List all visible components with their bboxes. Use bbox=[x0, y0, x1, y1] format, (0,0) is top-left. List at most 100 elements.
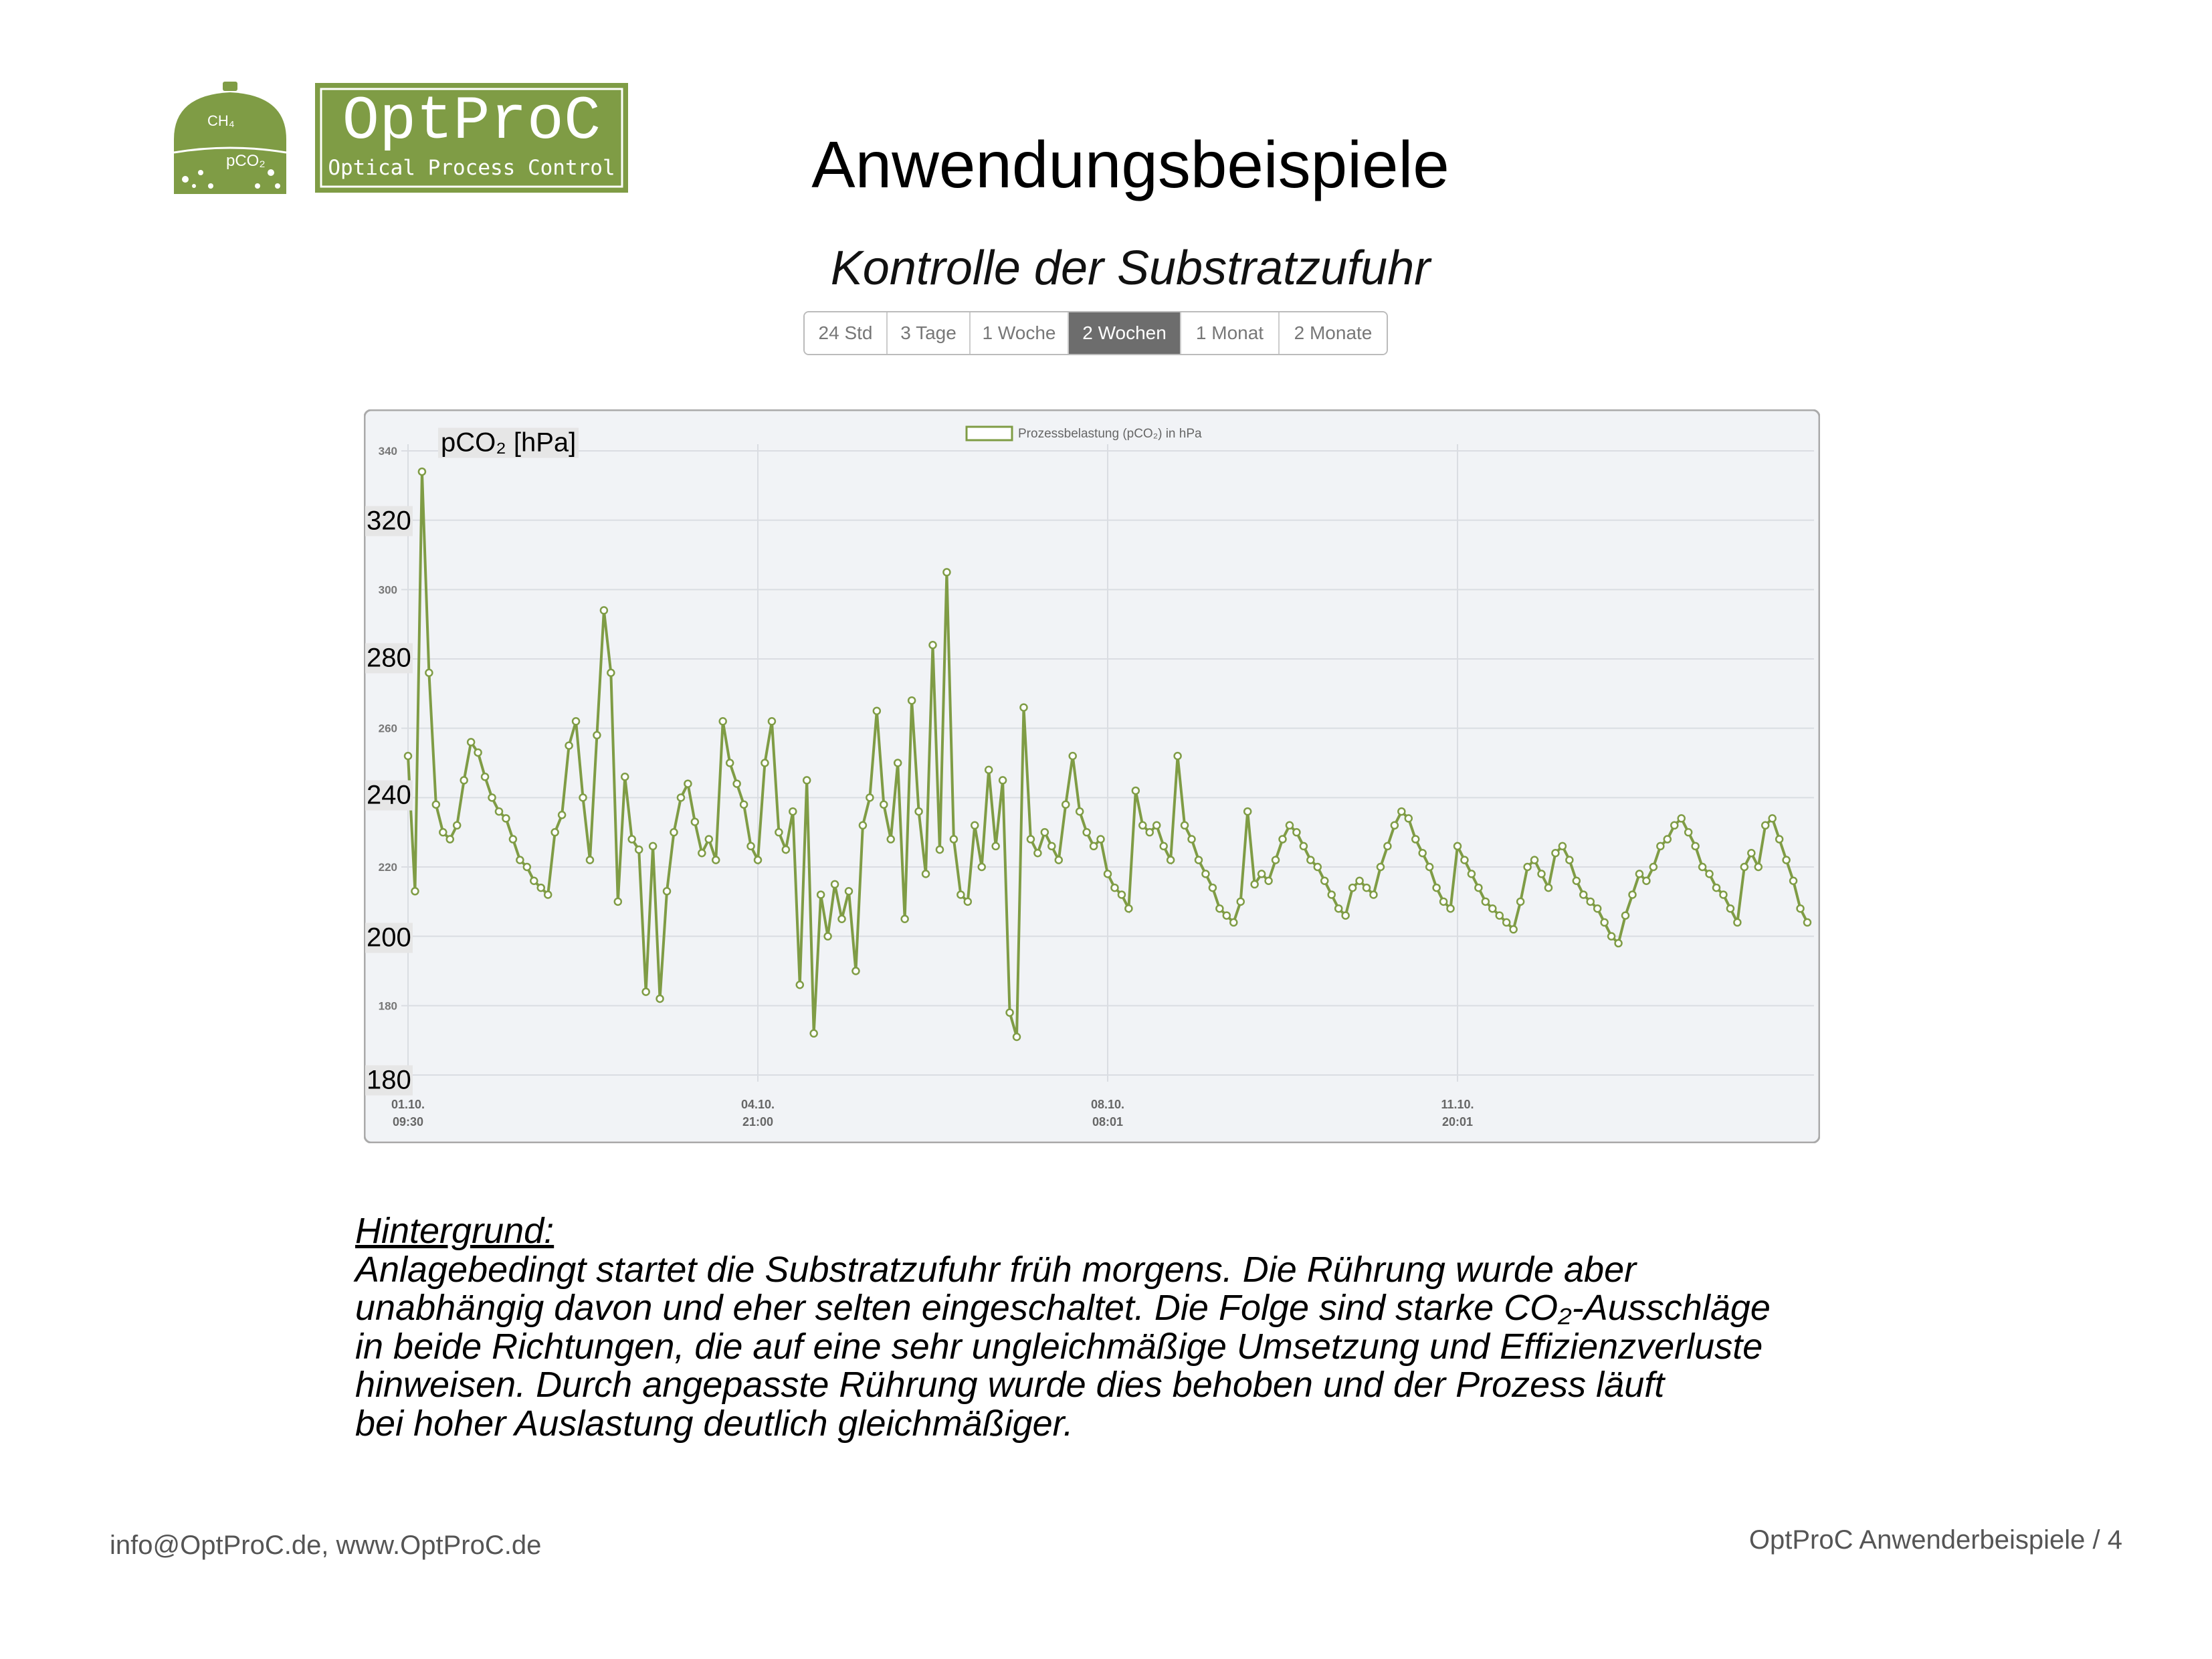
point-marker bbox=[809, 1029, 818, 1038]
point-marker bbox=[1733, 918, 1742, 927]
point-marker bbox=[1334, 904, 1343, 913]
point-marker bbox=[1446, 904, 1455, 913]
point-marker bbox=[1180, 821, 1189, 830]
point-marker bbox=[963, 897, 973, 906]
point-marker bbox=[1040, 827, 1049, 837]
point-marker bbox=[466, 738, 476, 747]
point-marker bbox=[627, 835, 636, 844]
point-marker bbox=[775, 827, 783, 837]
point-marker bbox=[789, 807, 797, 816]
point-marker bbox=[536, 883, 545, 892]
point-marker bbox=[1691, 842, 1700, 851]
point-marker bbox=[1425, 862, 1434, 872]
point-marker bbox=[474, 748, 482, 757]
point-marker bbox=[1026, 835, 1035, 844]
point-marker bbox=[880, 800, 888, 809]
range-button[interactable]: 1 Woche bbox=[971, 312, 1069, 354]
range-button[interactable]: 24 Std bbox=[805, 312, 888, 354]
point-marker bbox=[1432, 883, 1441, 892]
point-marker bbox=[935, 845, 944, 854]
point-marker bbox=[1418, 849, 1427, 858]
point-marker bbox=[1152, 821, 1161, 830]
point-marker bbox=[571, 717, 581, 726]
point-marker bbox=[1250, 880, 1259, 889]
point-marker bbox=[1117, 890, 1126, 899]
point-marker bbox=[1614, 939, 1623, 948]
point-marker bbox=[1110, 883, 1119, 892]
x-tick-label: 08.10. 08:01 bbox=[1090, 1098, 1125, 1129]
point-marker bbox=[1530, 856, 1539, 864]
logo-frame bbox=[320, 88, 623, 188]
point-marker bbox=[1229, 918, 1238, 927]
point-marker bbox=[1649, 862, 1658, 872]
point-marker bbox=[621, 772, 629, 781]
point-marker bbox=[516, 856, 524, 864]
point-marker bbox=[1033, 849, 1042, 858]
point-marker bbox=[732, 779, 741, 788]
point-marker bbox=[844, 887, 853, 896]
point-marker bbox=[1005, 1008, 1014, 1017]
logo-box bbox=[315, 83, 628, 193]
point-marker bbox=[900, 914, 909, 923]
y-tick-label: 260 bbox=[379, 722, 397, 735]
point-marker bbox=[1600, 918, 1609, 927]
point-marker bbox=[921, 870, 930, 878]
point-marker bbox=[1411, 835, 1420, 844]
range-button[interactable]: 2 Monate bbox=[1280, 312, 1387, 354]
point-marker bbox=[1012, 1032, 1021, 1042]
point-marker bbox=[1383, 842, 1392, 851]
point-marker bbox=[1061, 800, 1070, 809]
point-marker bbox=[1243, 807, 1252, 816]
point-marker bbox=[411, 887, 419, 896]
overlay-y-label: 240 bbox=[365, 780, 413, 811]
point-marker bbox=[1789, 876, 1798, 885]
point-marker bbox=[725, 759, 734, 767]
text-line: Anlagebedingt startet die Substratzufuhr… bbox=[355, 1249, 1637, 1290]
point-marker bbox=[1768, 814, 1777, 823]
range-button[interactable]: 3 Tage bbox=[888, 312, 971, 354]
point-marker bbox=[607, 668, 615, 677]
point-marker bbox=[1677, 814, 1686, 823]
point-marker bbox=[557, 811, 567, 819]
range-button[interactable]: 1 Monat bbox=[1181, 312, 1280, 354]
point-marker bbox=[1271, 856, 1280, 864]
point-marker bbox=[1327, 890, 1336, 899]
point-marker bbox=[425, 668, 433, 677]
text-line: in beide Richtungen, die auf eine sehr u… bbox=[355, 1326, 1763, 1367]
point-marker bbox=[1299, 842, 1308, 851]
point-marker bbox=[1642, 876, 1651, 885]
point-marker bbox=[711, 856, 720, 864]
logo-name: OptProC bbox=[342, 86, 601, 157]
point-marker bbox=[1474, 883, 1483, 892]
point-marker bbox=[1068, 751, 1077, 761]
point-marker bbox=[851, 967, 860, 975]
point-marker bbox=[1264, 876, 1273, 885]
point-marker bbox=[949, 835, 959, 844]
point-marker bbox=[550, 827, 559, 837]
point-marker bbox=[522, 862, 532, 872]
point-marker bbox=[613, 897, 623, 906]
range-button[interactable]: 2 Wochen bbox=[1069, 312, 1181, 354]
y-tick-label: 220 bbox=[379, 861, 397, 874]
point-marker bbox=[565, 741, 573, 750]
point-marker bbox=[1376, 862, 1385, 872]
point-marker bbox=[508, 835, 518, 844]
point-marker bbox=[648, 842, 658, 851]
overlay-y-label: 320 bbox=[365, 506, 413, 536]
point-marker bbox=[1187, 835, 1196, 844]
point-marker bbox=[1201, 870, 1210, 878]
overlay-y-label: 180 bbox=[365, 1065, 413, 1096]
point-marker bbox=[1362, 883, 1371, 892]
point-marker bbox=[914, 807, 923, 816]
point-marker bbox=[417, 467, 427, 476]
point-marker bbox=[1593, 904, 1602, 913]
y-axis-label: pCO₂ [hPa] bbox=[438, 427, 579, 458]
point-marker bbox=[1747, 849, 1756, 858]
point-marker bbox=[1075, 807, 1084, 816]
text-line: unabhängig davon und eher selten eingesc… bbox=[355, 1288, 1771, 1328]
point-marker bbox=[634, 845, 643, 854]
point-marker bbox=[1803, 918, 1812, 927]
point-marker bbox=[942, 568, 951, 577]
point-marker bbox=[830, 880, 839, 889]
